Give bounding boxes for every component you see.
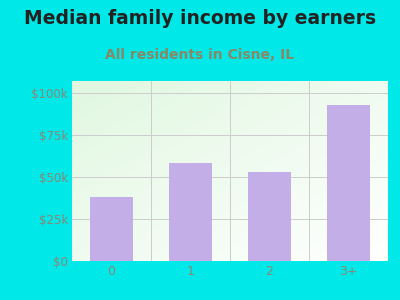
Bar — [169, 164, 212, 261]
Bar — [90, 197, 133, 261]
Bar — [248, 172, 291, 261]
Text: All residents in Cisne, IL: All residents in Cisne, IL — [106, 48, 294, 62]
Bar — [327, 105, 370, 261]
Text: Median family income by earners: Median family income by earners — [24, 9, 376, 28]
